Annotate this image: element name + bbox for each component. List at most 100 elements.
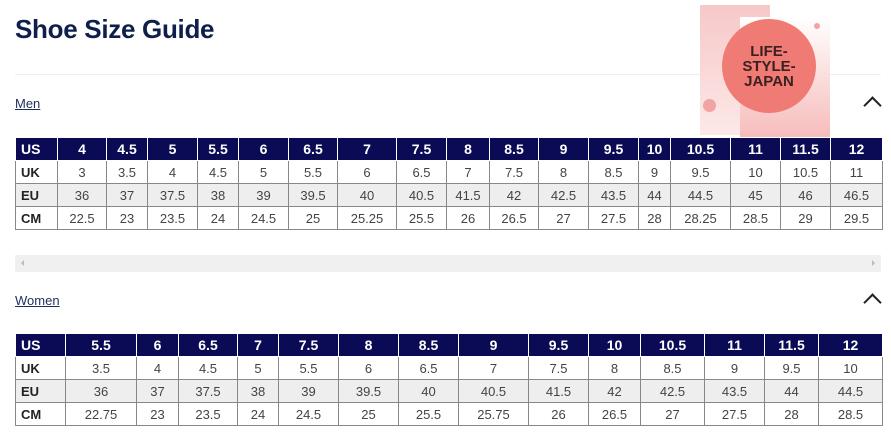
size-cell: 28.5 — [730, 206, 781, 230]
size-cell: 41.5 — [446, 183, 490, 207]
horizontal-scrollbar[interactable] — [15, 255, 881, 272]
size-cell: 38 — [237, 379, 279, 403]
size-cell: 9.5 — [764, 356, 819, 380]
size-cell: 4 — [147, 160, 198, 184]
size-cell: 7 — [237, 333, 279, 357]
women-section-toggle[interactable]: Women — [15, 293, 60, 308]
size-cell: 10.5 — [780, 160, 831, 184]
size-cell: 23.5 — [178, 402, 238, 426]
size-cell: 25.5 — [396, 206, 447, 230]
size-cell: 7 — [337, 137, 397, 161]
men-section-toggle[interactable]: Men — [15, 96, 41, 111]
size-cell: 24 — [237, 402, 279, 426]
size-cell: 5 — [147, 137, 198, 161]
size-cell: 42 — [489, 183, 539, 207]
size-cell: 5 — [237, 356, 279, 380]
size-cell: 6.5 — [288, 137, 338, 161]
size-cell: 22.5 — [57, 206, 107, 230]
size-cell: 27.5 — [704, 402, 765, 426]
size-cell: 6.5 — [398, 356, 459, 380]
size-cell: 10.5 — [640, 333, 705, 357]
size-cell: 10 — [730, 160, 781, 184]
scroll-left-icon[interactable] — [21, 260, 24, 266]
row-label: UK — [15, 160, 58, 184]
row-label: UK — [15, 356, 66, 380]
chevron-up-icon[interactable] — [863, 293, 882, 312]
row-label: CM — [15, 206, 58, 230]
size-cell: 11 — [830, 160, 883, 184]
size-cell: 11.5 — [764, 333, 819, 357]
scroll-right-icon[interactable] — [872, 260, 875, 266]
size-cell: 42 — [588, 379, 641, 403]
size-cell: 44.5 — [818, 379, 883, 403]
size-cell: 44 — [764, 379, 819, 403]
size-cell: 24.5 — [278, 402, 339, 426]
size-cell: 11 — [704, 333, 765, 357]
size-cell: 3.5 — [106, 160, 148, 184]
size-cell: 11 — [730, 137, 781, 161]
row-label: EU — [15, 183, 58, 207]
size-cell: 5 — [238, 160, 289, 184]
size-cell: 7 — [458, 356, 529, 380]
size-cell: 26 — [528, 402, 589, 426]
size-cell: 28.5 — [818, 402, 883, 426]
size-cell: 39.5 — [338, 379, 399, 403]
size-cell: 23 — [106, 206, 148, 230]
size-cell: 45 — [730, 183, 781, 207]
size-cell: 42.5 — [538, 183, 589, 207]
size-cell: 8 — [446, 137, 490, 161]
size-cell: 3.5 — [65, 356, 137, 380]
size-cell: 37.5 — [178, 379, 238, 403]
size-cell: 6 — [136, 333, 179, 357]
size-cell: 9 — [538, 137, 589, 161]
size-cell: 28.25 — [670, 206, 731, 230]
size-cell: 6 — [238, 137, 289, 161]
lifestyle-japan-logo: LIFE- STYLE- JAPAN — [700, 5, 830, 137]
size-cell: 46.5 — [830, 183, 883, 207]
table-row-uk: UK 3.5 4 4.5 5 5.5 6 6.5 7 7.5 8 8.5 9 9.5 10 — [15, 356, 883, 380]
size-cell: 10 — [638, 137, 671, 161]
size-cell: 12 — [830, 137, 883, 161]
size-cell: 27.5 — [588, 206, 639, 230]
size-cell: 37 — [106, 183, 148, 207]
size-cell: 23 — [136, 402, 179, 426]
size-cell: 6.5 — [396, 160, 447, 184]
size-cell: 7.5 — [396, 137, 447, 161]
size-cell: 8 — [588, 356, 641, 380]
table-row-cm: CM 22.5 23 23.5 24 24.5 25 25.25 25.5 26 26.5 27 27.… — [15, 206, 883, 230]
size-cell: 25 — [338, 402, 399, 426]
size-cell: 8 — [538, 160, 589, 184]
size-cell: 37 — [136, 379, 179, 403]
page-title: Shoe Size Guide — [15, 14, 215, 44]
size-cell: 4.5 — [197, 160, 239, 184]
size-cell: 25.25 — [337, 206, 397, 230]
size-cell: 4 — [57, 137, 107, 161]
size-cell: 27 — [538, 206, 589, 230]
size-cell: 40.5 — [458, 379, 529, 403]
size-cell: 8.5 — [489, 137, 539, 161]
size-cell: 3 — [57, 160, 107, 184]
size-cell: 6 — [338, 356, 399, 380]
size-cell: 24.5 — [238, 206, 289, 230]
size-cell: 12 — [818, 333, 883, 357]
size-cell: 4.5 — [106, 137, 148, 161]
size-cell: 42.5 — [640, 379, 705, 403]
size-cell: 7.5 — [278, 333, 339, 357]
size-cell: 43.5 — [588, 183, 639, 207]
size-cell: 5.5 — [197, 137, 239, 161]
size-cell: 9.5 — [670, 160, 731, 184]
size-cell: 37.5 — [147, 183, 198, 207]
size-cell: 25.5 — [398, 402, 459, 426]
size-cell: 28 — [764, 402, 819, 426]
size-cell: 41.5 — [528, 379, 589, 403]
size-cell: 8 — [338, 333, 399, 357]
size-cell: 10 — [588, 333, 641, 357]
size-cell: 11.5 — [780, 137, 831, 161]
size-cell: 29.5 — [830, 206, 883, 230]
divider — [15, 74, 881, 75]
women-size-table: US 5.5 6 6.5 7 7.5 8 8.5 9 9.5 10 10.5 11 11.5 12 UK 3.5… — [15, 333, 883, 426]
size-cell: 39 — [278, 379, 339, 403]
size-cell: 8.5 — [398, 333, 459, 357]
size-cell: 25.75 — [458, 402, 529, 426]
chevron-up-icon[interactable] — [863, 96, 882, 115]
